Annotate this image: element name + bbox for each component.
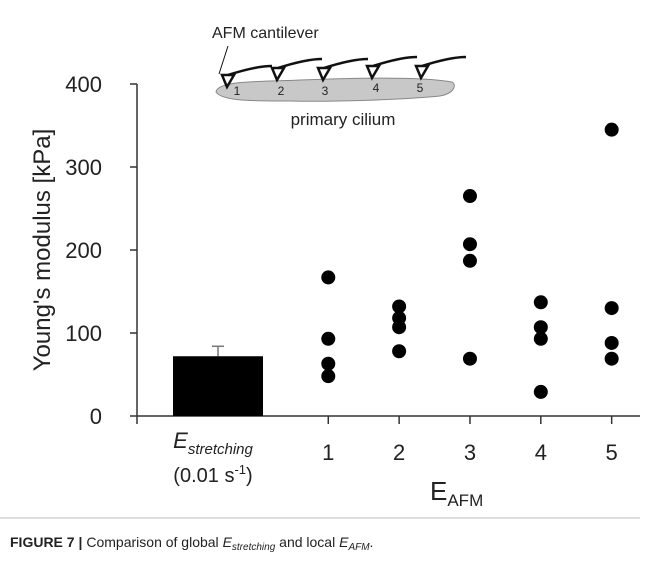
data-point	[321, 369, 335, 383]
inset-label: primary cilium	[291, 110, 396, 129]
caption: FIGURE 7 |Comparison of global Estretchi…	[10, 534, 373, 553]
data-point	[463, 254, 477, 268]
x-axis-label: EAFM	[430, 476, 483, 510]
x-axis-label-main: E	[430, 476, 447, 506]
x-tick-label: 4	[535, 440, 547, 465]
data-point	[463, 352, 477, 366]
data-point	[534, 332, 548, 346]
data-point	[321, 357, 335, 371]
inset-diagram: AFM cantilever primary cilium	[212, 25, 466, 129]
inset-position: 4	[373, 81, 380, 95]
data-point	[605, 352, 619, 366]
data-point	[605, 301, 619, 315]
bar-label-line2: (0.01 s	[173, 465, 234, 487]
data-point	[463, 189, 477, 203]
caption-text: Comparison of global	[86, 534, 222, 550]
y-tick-label: 100	[65, 321, 102, 346]
bar-label: Estretching	[173, 428, 253, 458]
data-point	[321, 332, 335, 346]
inset-position: 1	[234, 84, 241, 98]
inset-position: 2	[278, 84, 285, 98]
x-tick-label: 3	[464, 440, 476, 465]
y-tick-label: 400	[65, 72, 102, 97]
bar	[173, 356, 263, 416]
inset-position: 5	[417, 81, 424, 95]
y-axis-label: Young's modulus [kPa]	[29, 129, 56, 372]
data-point	[392, 320, 406, 334]
bar-label: (0.01 s-1)	[173, 462, 252, 487]
data-point	[534, 385, 548, 399]
caption-text: and local	[275, 534, 339, 550]
bar-label-close: )	[246, 465, 253, 487]
inset-position: 3	[322, 84, 329, 98]
x-axis-label-sub: AFM	[447, 491, 483, 510]
data-point	[534, 295, 548, 309]
x-tick-label: 1	[322, 440, 334, 465]
data-point	[392, 344, 406, 358]
inset-label: AFM cantilever	[212, 25, 319, 42]
caption-text: .	[370, 534, 374, 550]
data-point	[463, 237, 477, 251]
data-point	[605, 123, 619, 137]
x-tick-label: 2	[393, 440, 405, 465]
x-tick-label: 5	[606, 440, 618, 465]
y-tick-label: 300	[65, 155, 102, 180]
caption-text: AFM	[347, 542, 370, 553]
y-tick-label: 200	[65, 238, 102, 263]
bar-label-sub: stretching	[188, 441, 254, 458]
data-point	[321, 270, 335, 284]
data-point	[605, 336, 619, 350]
caption-text: stretching	[232, 542, 276, 553]
bar-label-sup: -1	[234, 462, 246, 477]
caption-label: FIGURE 7 |	[10, 534, 82, 550]
y-tick-label: 0	[90, 404, 102, 429]
pointer-line	[219, 46, 228, 74]
bar-label-main: E	[173, 428, 188, 453]
